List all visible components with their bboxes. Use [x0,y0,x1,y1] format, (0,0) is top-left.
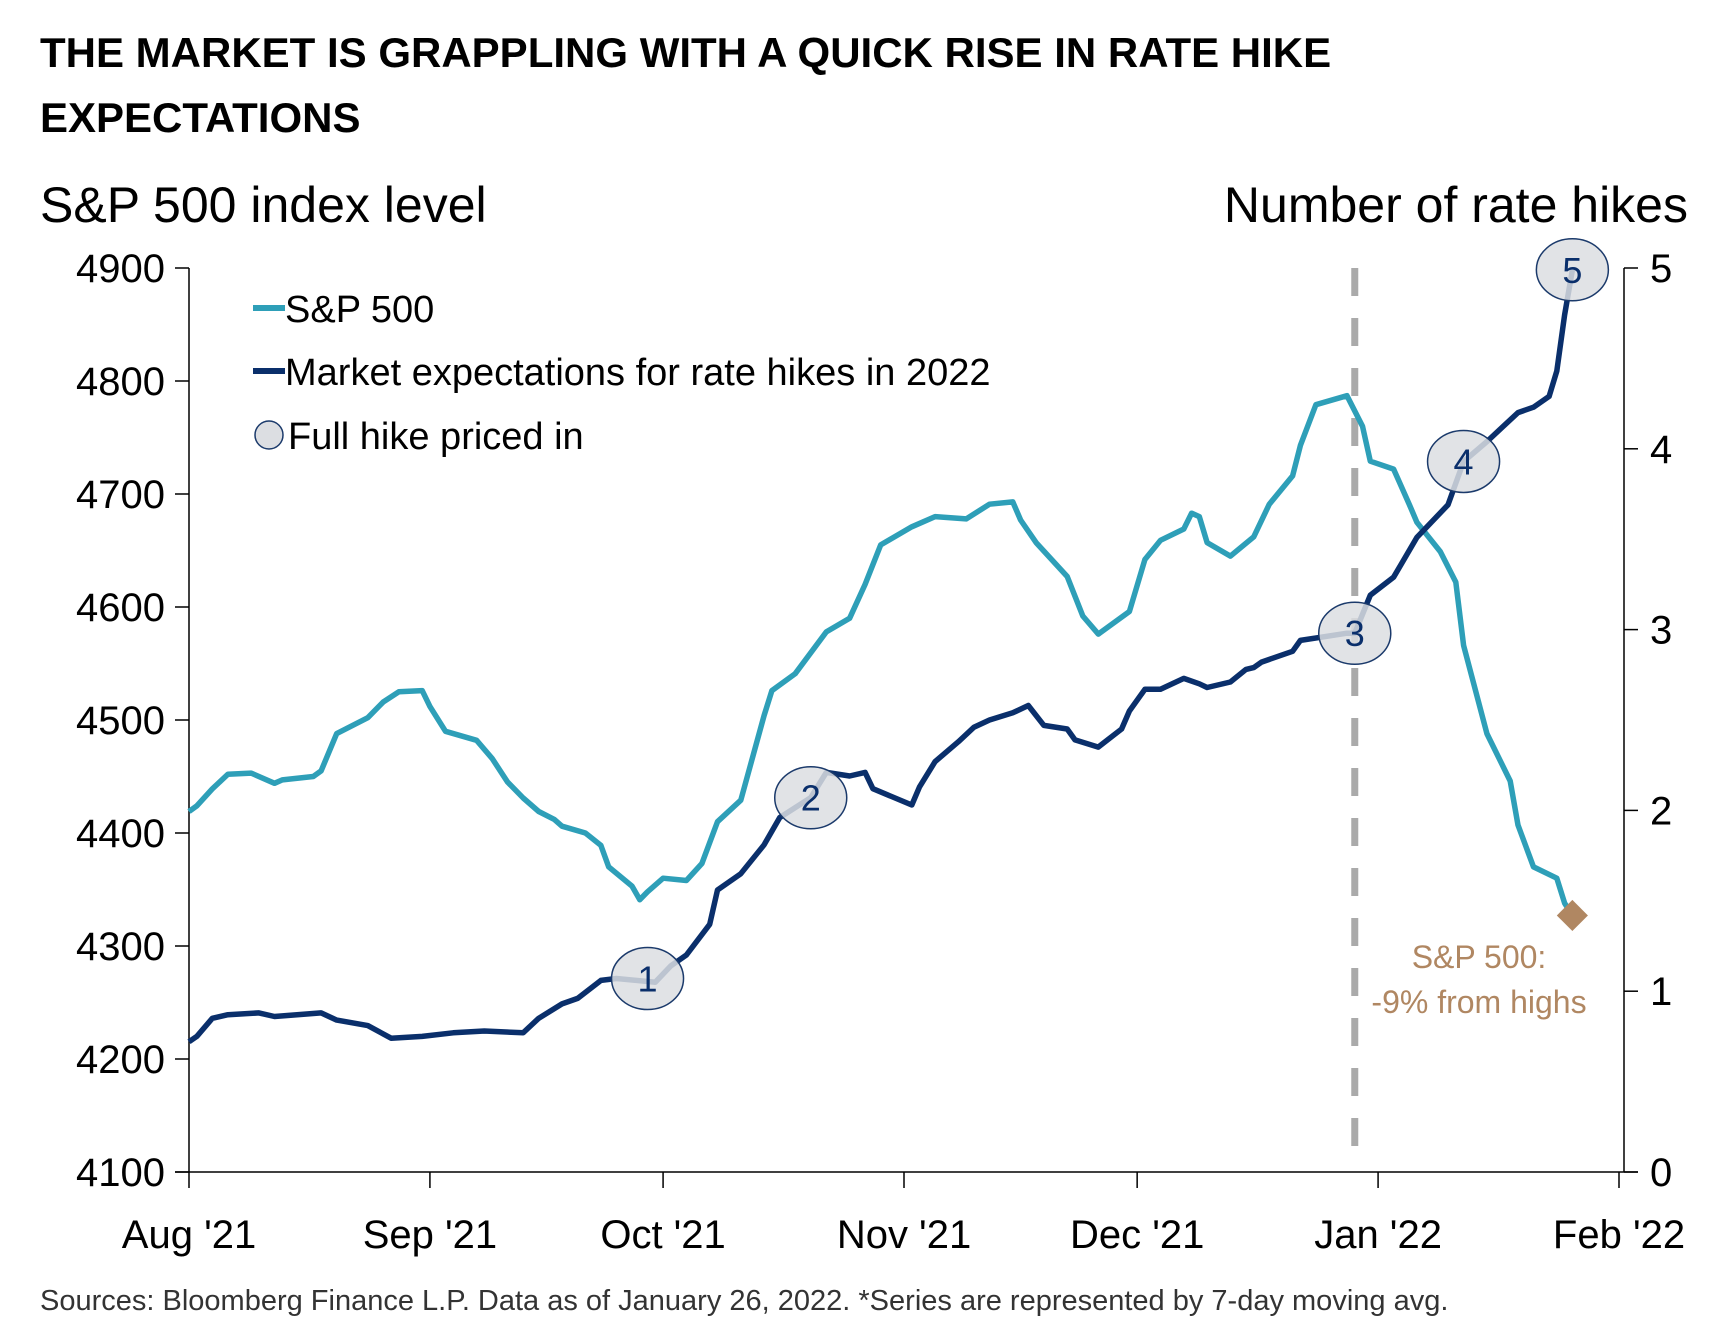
chart-title-line-2: EXPECTATIONS [40,94,360,141]
series-lines [187,269,1576,1045]
left-tick-label: 4400 [76,812,165,856]
left-tick-label: 4300 [76,925,165,969]
legend-swatch-circle [254,420,284,450]
hike-marker-circle [1535,238,1610,302]
x-tick-label: Feb '22 [1553,1213,1685,1257]
sp500-line [187,392,1575,917]
source-note: Sources: Bloomberg Finance L.P. Data as … [40,1285,1448,1317]
hike-marker: 2 [773,765,848,830]
left-tick-label: 4800 [76,360,165,404]
right-tick-label: 1 [1650,970,1672,1014]
legend-label-full-hike: Full hike priced in [288,416,584,458]
left-axis-title: S&P 500 index level [40,177,487,233]
right-tick-label: 2 [1650,789,1672,833]
annotation-text: -9% from highs [1371,984,1586,1020]
x-tick-label: Sep '21 [363,1213,497,1257]
x-tick-label: Aug '21 [122,1213,256,1257]
hike-marker: 5 [1535,238,1610,302]
left-tick-label: 4100 [76,1151,165,1195]
left-tick-label: 4500 [76,699,165,743]
axes: 4100 4200 4300 4400 4500 4600 4700 4800 4900 0 1 2 3… [76,247,1685,1257]
hike-marker: 1 [610,946,685,1011]
x-tick-label: Jan '22 [1314,1213,1442,1257]
legend-label-hikes: Market expectations for rate hikes in 20… [285,352,991,394]
left-tick-label: 4700 [76,473,165,517]
hike-marker-circle [1318,601,1392,665]
left-tick-label: 4200 [76,1038,165,1082]
right-axis-title: Number of rate hikes [1224,177,1688,233]
x-tick-label: Oct '21 [600,1213,725,1257]
right-tick-label: 4 [1650,428,1672,472]
x-tick-label: Nov '21 [837,1213,971,1257]
annotation-text: S&P 500: [1412,939,1547,975]
hike-marker-label: 5 [1562,250,1582,291]
hike-marker-label: 3 [1345,613,1365,654]
legend-label-sp500: S&P 500 [285,289,434,331]
hike-markers: 1 2 3 4 5 [610,238,1610,1011]
right-tick-label: 3 [1650,609,1672,653]
hike-marker-label: 4 [1454,441,1474,482]
left-tick-label: 4900 [76,247,165,291]
hike-marker-circle [1426,429,1501,494]
diamond-marker [1556,899,1588,932]
right-tick-label: 5 [1650,247,1672,291]
hike-marker-label: 2 [801,778,821,819]
annotation-group: S&P 500: -9% from highs [1371,899,1588,1020]
legend: S&P 500 Market expectations for rate hik… [253,289,991,458]
right-tick-label: 0 [1650,1151,1672,1195]
rate-hikes-line [187,269,1576,1045]
hike-marker: 3 [1318,601,1392,665]
chart-title-line-1: THE MARKET IS GRAPPLING WITH A QUICK RIS… [40,29,1331,76]
x-tick-label: Dec '21 [1070,1213,1204,1257]
hike-marker: 4 [1426,429,1501,494]
left-tick-label: 4600 [76,586,165,630]
hike-marker-circle [610,946,685,1011]
hike-marker-label: 1 [638,959,658,1000]
hike-marker-circle [773,765,848,830]
